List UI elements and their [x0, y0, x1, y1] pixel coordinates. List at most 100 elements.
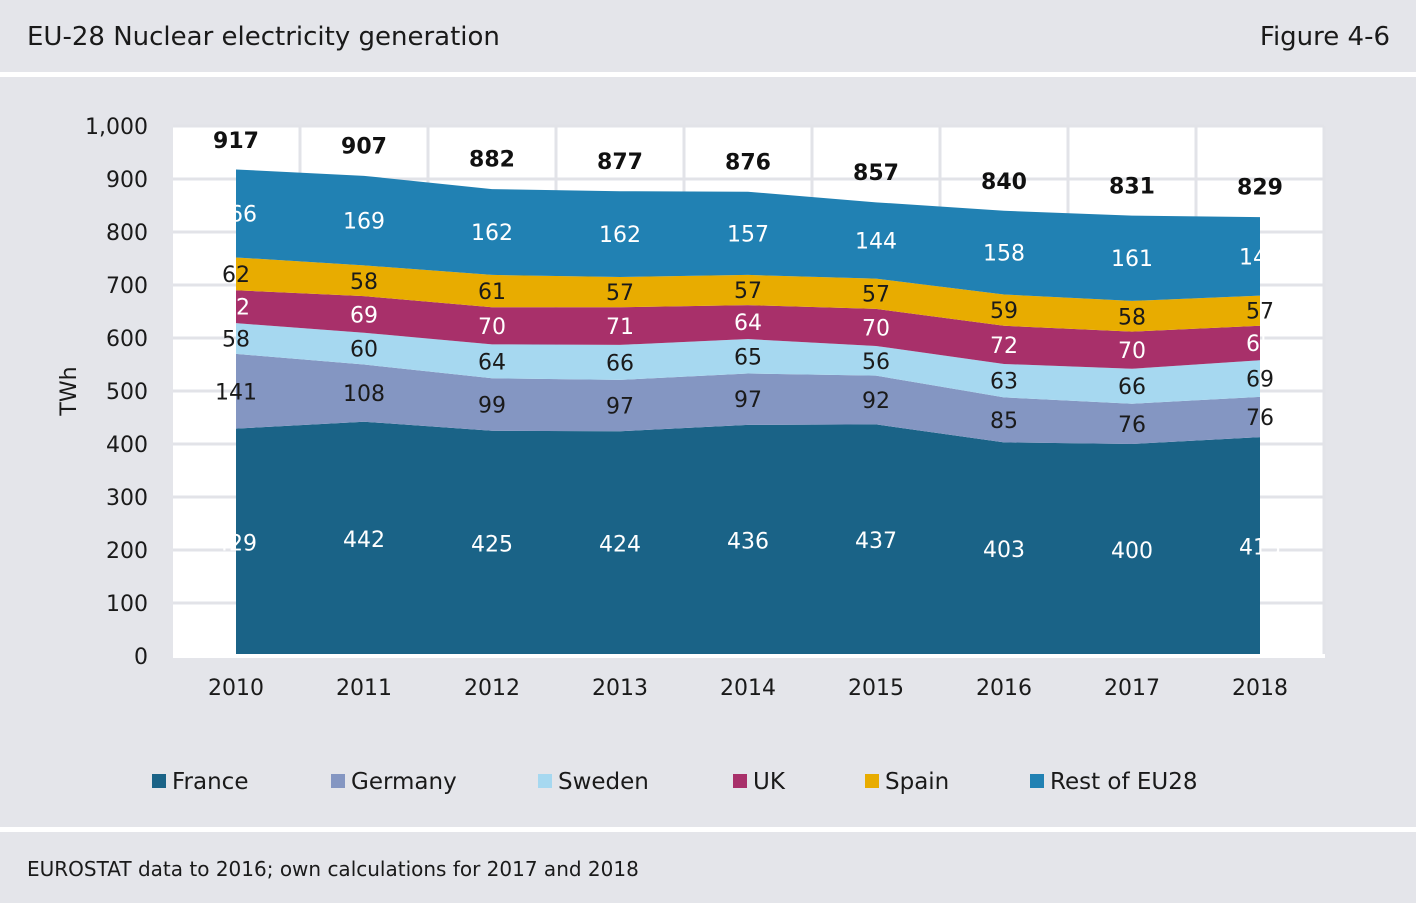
data-label-france: 400 — [1111, 539, 1153, 564]
area-germany — [236, 353, 1260, 444]
data-label-uk: 72 — [990, 334, 1018, 359]
x-tick-label: 2018 — [1232, 676, 1288, 701]
area-sweden — [236, 323, 1260, 404]
total-label: 877 — [597, 150, 643, 175]
header: EU-28 Nuclear electricity generation Fig… — [0, 0, 1416, 72]
data-label-rest-of-eu28: 162 — [471, 221, 513, 246]
legend-swatch-sweden — [538, 774, 552, 788]
data-label-rest-of-eu28: 148 — [1239, 245, 1281, 270]
data-label-uk: 70 — [478, 315, 506, 340]
data-label-france: 403 — [983, 538, 1025, 563]
data-label-spain: 62 — [222, 263, 250, 288]
data-label-france: 425 — [471, 532, 513, 557]
x-tick-label: 2015 — [848, 676, 904, 701]
data-label-rest-of-eu28: 144 — [855, 229, 897, 254]
stacked-area-chart: 429 442 425 424 436 437 403 400 413 141 108 99 97 97 9… — [57, 115, 1326, 795]
legend-label-uk: UK — [753, 769, 786, 795]
data-label-spain: 58 — [350, 270, 378, 295]
total-label: 840 — [981, 170, 1027, 195]
data-label-rest-of-eu28: 158 — [983, 242, 1025, 267]
y-tick-label: 800 — [106, 221, 148, 246]
x-tick-label: 2012 — [464, 676, 520, 701]
data-label-france: 413 — [1239, 536, 1281, 561]
x-tick-label: 2017 — [1104, 676, 1160, 701]
total-label: 917 — [213, 129, 259, 154]
source-note: EUROSTAT data to 2016; own calculations … — [27, 857, 639, 881]
x-tick-label: 2014 — [720, 676, 776, 701]
legend-label-france: France — [172, 769, 248, 795]
total-label: 907 — [341, 134, 387, 159]
data-label-sweden: 60 — [350, 338, 378, 363]
bottom-divider — [0, 827, 1416, 832]
y-tick-label: 100 — [106, 592, 148, 617]
data-label-france: 436 — [727, 529, 769, 554]
total-label: 831 — [1109, 175, 1155, 200]
data-label-germany: 97 — [734, 388, 762, 413]
total-label: 829 — [1237, 176, 1283, 201]
legend-swatch-germany — [331, 774, 345, 788]
data-label-germany: 85 — [990, 409, 1018, 434]
total-label: 857 — [853, 161, 899, 186]
data-label-france: 437 — [855, 529, 897, 554]
legend-label-germany: Germany — [351, 769, 457, 795]
legend-label-rest-of-eu28: Rest of EU28 — [1050, 769, 1198, 795]
y-axis-label: TWh — [57, 366, 82, 416]
data-label-rest-of-eu28: 162 — [599, 223, 641, 248]
data-label-uk: 65 — [1246, 332, 1274, 357]
data-label-spain: 58 — [1118, 305, 1146, 330]
y-tick-label: 1,000 — [85, 115, 148, 140]
data-label-spain: 57 — [1246, 300, 1274, 325]
data-label-uk: 70 — [1118, 339, 1146, 364]
data-label-rest-of-eu28: 161 — [1111, 247, 1153, 272]
data-label-sweden: 64 — [478, 350, 506, 375]
data-label-germany: 97 — [606, 395, 634, 420]
data-label-spain: 59 — [990, 299, 1018, 324]
figure-number: Figure 4-6 — [1259, 22, 1390, 52]
data-label-sweden: 63 — [990, 370, 1018, 395]
y-tick-label: 900 — [106, 168, 148, 193]
y-tick-label: 0 — [134, 645, 148, 670]
data-label-uk: 70 — [862, 316, 890, 341]
legend-swatch-spain — [865, 774, 879, 788]
legend-label-spain: Spain — [885, 769, 949, 795]
data-label-sweden: 66 — [606, 351, 634, 376]
area-france — [236, 421, 1260, 656]
data-label-uk: 71 — [606, 315, 634, 340]
y-tick-label: 500 — [106, 380, 148, 405]
data-label-france: 429 — [215, 531, 257, 556]
top-divider — [0, 72, 1416, 77]
legend-swatch-france — [152, 774, 166, 788]
data-label-germany: 92 — [862, 389, 890, 414]
data-label-rest-of-eu28: 157 — [727, 222, 769, 247]
legend-label-sweden: Sweden — [558, 769, 649, 795]
x-tick-label: 2013 — [592, 676, 648, 701]
y-tick-label: 200 — [106, 539, 148, 564]
data-label-sweden: 65 — [734, 345, 762, 370]
data-label-germany: 141 — [215, 380, 257, 405]
data-label-germany: 99 — [478, 394, 506, 419]
data-label-germany: 108 — [343, 382, 385, 407]
data-label-france: 424 — [599, 533, 641, 558]
data-label-rest-of-eu28: 169 — [343, 210, 385, 235]
total-label: 876 — [725, 151, 771, 176]
total-label: 882 — [469, 148, 515, 173]
x-tick-label: 2016 — [976, 676, 1032, 701]
y-tick-label: 300 — [106, 486, 148, 511]
data-label-germany: 76 — [1246, 406, 1274, 431]
data-label-sweden: 66 — [1118, 375, 1146, 400]
data-label-germany: 76 — [1118, 413, 1146, 438]
data-label-france: 442 — [343, 528, 385, 553]
data-label-sweden: 56 — [862, 350, 890, 375]
legend-swatch-uk — [733, 774, 747, 788]
data-label-rest-of-eu28: 166 — [215, 202, 257, 227]
data-label-sweden: 69 — [1246, 368, 1274, 393]
data-label-spain: 57 — [734, 279, 762, 304]
data-label-sweden: 58 — [222, 328, 250, 353]
area-rest-of-eu28 — [236, 169, 1260, 301]
legend-swatch-rest-of-eu28 — [1030, 774, 1044, 788]
area-uk — [236, 290, 1260, 369]
y-tick-label: 600 — [106, 327, 148, 352]
data-label-uk: 69 — [350, 303, 378, 328]
data-label-spain: 57 — [862, 283, 890, 308]
data-label-uk: 64 — [734, 311, 762, 336]
